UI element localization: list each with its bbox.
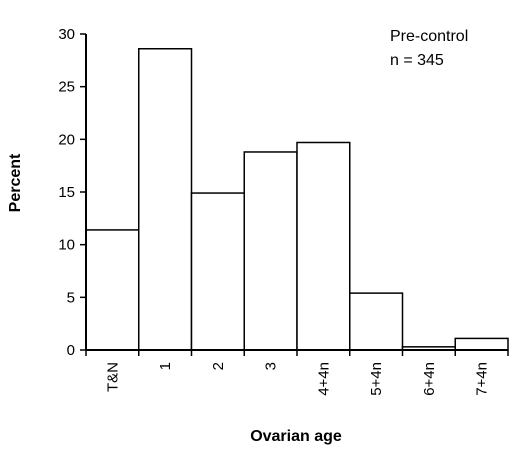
bar-4 <box>296 141 351 351</box>
bar-0 <box>85 229 140 351</box>
annotation-sample-size: n = 345 <box>390 52 444 69</box>
x-tick-label-4: 4+4n <box>315 362 332 396</box>
x-tick-label-6: 6+4n <box>421 362 438 396</box>
annotation-title: Pre-control <box>390 28 468 45</box>
y-tick-label-4: 20 <box>58 131 75 148</box>
y-tick-label-2: 10 <box>58 237 75 254</box>
x-tick-label-3: 3 <box>263 362 280 370</box>
x-tick-label-0: T&N <box>104 362 121 392</box>
bar-1 <box>138 47 193 351</box>
bar-7 <box>454 337 509 351</box>
y-axis-title: Percent <box>7 153 24 212</box>
y-tick-label-0: 0 <box>67 342 75 359</box>
x-axis: T&N 1 2 3 4+4n 5+4n 6+4n 7+4n <box>85 349 509 396</box>
y-tick-label-1: 5 <box>67 289 75 306</box>
bars-group <box>85 47 509 351</box>
y-tick-label-5: 25 <box>58 79 75 96</box>
x-tick-label-1: 1 <box>157 362 174 370</box>
bar-2 <box>190 192 245 351</box>
x-tick-label-7: 7+4n <box>474 362 491 396</box>
bar-5 <box>349 292 404 351</box>
x-tick-label-5: 5+4n <box>368 362 385 396</box>
bar-3 <box>243 151 298 351</box>
y-axis: 0 5 10 15 20 25 30 <box>58 26 87 359</box>
x-axis-title: Ovarian age <box>250 428 342 445</box>
x-tick-label-2: 2 <box>210 362 227 370</box>
y-tick-label-3: 15 <box>58 184 75 201</box>
y-tick-label-6: 30 <box>58 26 75 43</box>
